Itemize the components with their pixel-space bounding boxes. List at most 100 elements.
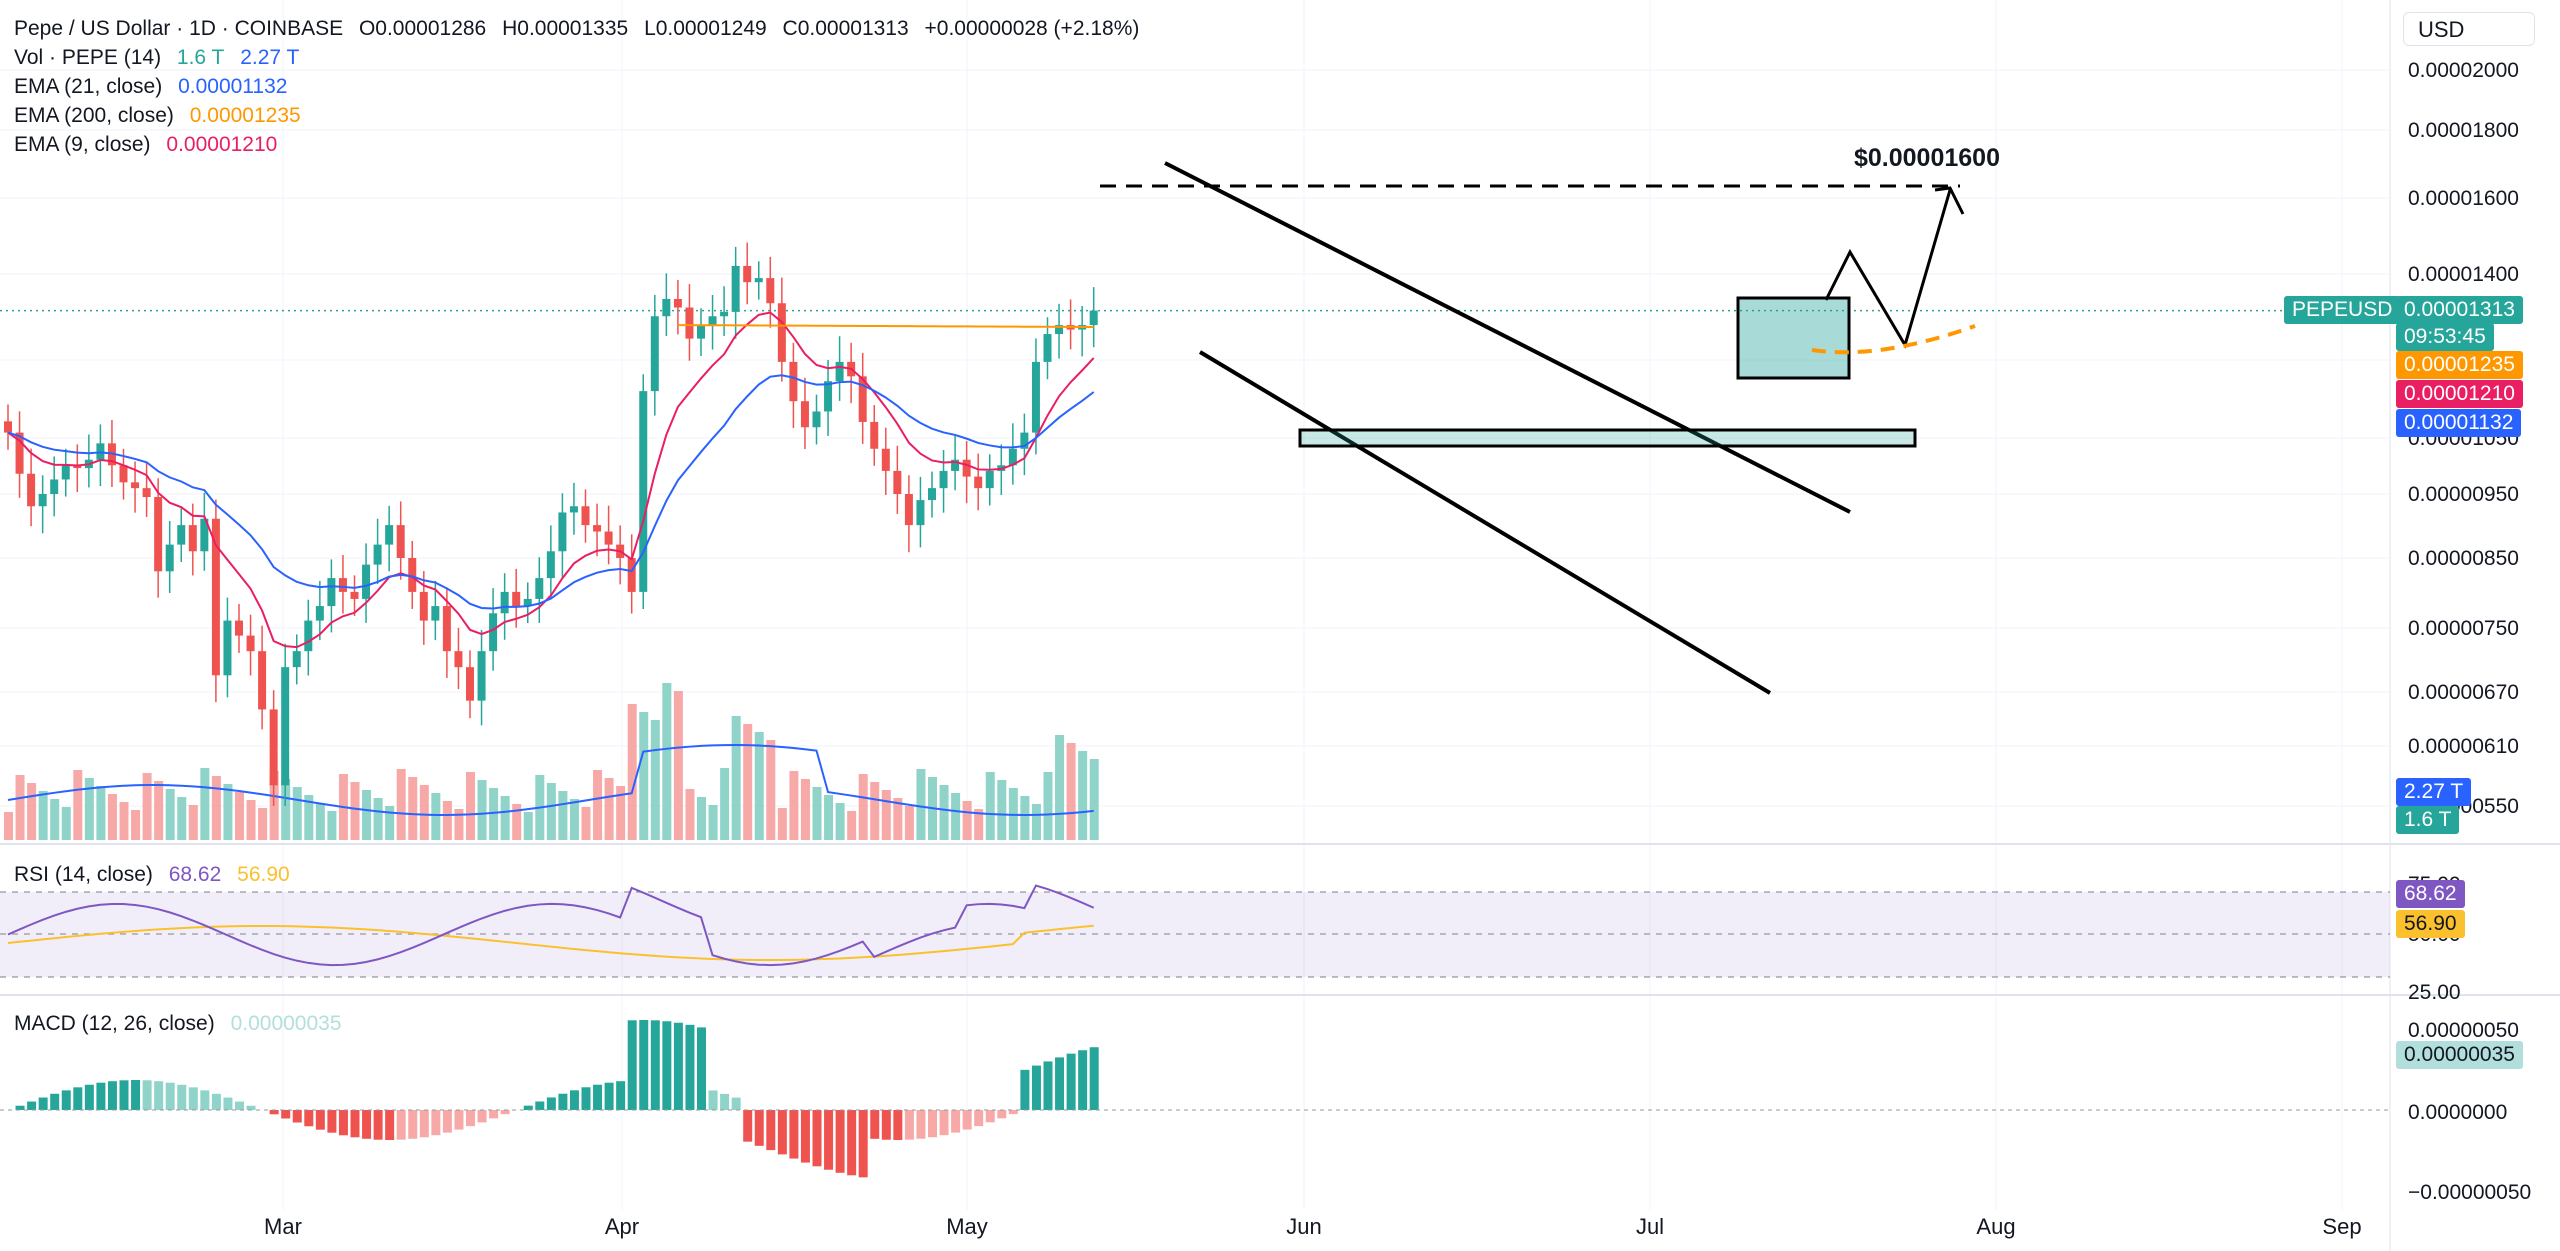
rsi-axis-label: 25.00 [2408,981,2461,1004]
volume-bar [997,780,1007,840]
candle-body [304,620,313,652]
macd-label: MACD (12, 26, close) [14,1012,215,1035]
volume-bar [916,769,926,840]
macd-histogram-bar [338,1110,348,1136]
candle-body [904,494,913,526]
ema21-label: EMA (21, close) [14,75,163,98]
volume-bar [154,781,164,840]
macd-legend[interactable]: MACD (12, 26, close) 0.00000035 [14,1009,352,1038]
volume-bar [904,806,914,840]
ema9-legend[interactable]: EMA (9, close) 0.00001210 [14,130,287,159]
macd-histogram-bar [558,1093,568,1110]
candle-body [512,591,521,607]
candle-body [673,298,682,308]
ema200-legend[interactable]: EMA (200, close) 0.00001235 [14,101,311,130]
macd-histogram-bar [546,1097,556,1110]
volume-bar [893,798,903,840]
volume-bar [662,683,672,840]
price-axis-label: 0.00000850 [2408,547,2519,570]
symbol-tag: PEPEUSD [2284,296,2401,324]
candle-body [362,564,371,599]
candle-body [15,432,24,474]
macd-histogram-bar [985,1110,995,1123]
macd-histogram-bar [200,1090,210,1110]
time-axis-label: May [946,1214,988,1239]
candle-body [789,361,798,402]
macd-histogram-bar [223,1097,233,1110]
macd-histogram-bar [188,1087,198,1110]
candle-body [581,506,590,526]
macd-histogram-bar [777,1110,787,1155]
rsi-legend[interactable]: RSI (14, close) 68.62 56.90 [14,860,300,889]
macd-histogram-bar [720,1093,730,1110]
macd-histogram-bar [131,1080,141,1110]
volume-bar [581,807,591,840]
candle-body [4,421,12,433]
macd-histogram-bar [50,1093,60,1110]
macd-histogram-bar [419,1110,429,1138]
candle-body [569,506,578,513]
rsi-pane [0,884,2390,978]
currency-button[interactable]: USD [2403,12,2535,46]
macd-histogram-bar [235,1101,244,1110]
candle-body [466,667,474,701]
macd-tag: 0.00000035 [2396,1041,2523,1069]
rsi-value: 68.62 [168,863,222,886]
price-axis-label: 0.00000750 [2408,617,2519,640]
volume-bar [720,768,730,840]
volume-bar [546,783,556,840]
candle-body [812,411,821,428]
candle-body [985,470,994,489]
candle-body [315,606,324,621]
macd-histogram-bar [1078,1050,1088,1110]
macd-histogram-bar [373,1110,383,1140]
macd-histogram-bar [673,1022,683,1110]
macd-histogram-bar [15,1105,25,1110]
volume-bar [604,778,614,840]
candle-body [165,544,174,572]
macd-histogram-bar [939,1110,949,1136]
volume-bar [708,805,718,840]
ema21-legend[interactable]: EMA (21, close) 0.00001132 [14,72,297,101]
volume-bar [84,778,94,840]
volume-bar [408,777,418,840]
price-axis-label: 0.00000670 [2408,681,2519,704]
volume-bar [835,803,845,840]
macd-histogram-bar [177,1084,187,1110]
macd-histogram-bar [893,1110,903,1140]
volume-legend[interactable]: Vol · PEPE (14) 1.6 T 2.27 T [14,43,309,72]
candle-body [974,476,983,489]
ema21-tag: 0.00001132 [2396,409,2522,437]
volume-bar [281,779,291,840]
volume-bar [442,801,452,840]
annotations [1100,161,1976,695]
volume-bar [523,812,533,840]
ohlc-high: H0.00001335 [502,17,629,40]
macd-histogram-bar [246,1105,256,1110]
volume-bar [385,806,395,840]
candle-body [119,465,128,483]
macd-histogram-bar [466,1110,475,1127]
symbol-title[interactable]: Pepe / US Dollar · 1D · COINBASE [14,17,344,40]
candle-body [1031,361,1040,433]
volume-bar [362,790,372,840]
macd-histogram-bar [431,1110,441,1136]
macd-histogram-bar [61,1090,71,1110]
candle-body [523,598,532,607]
consolidation-box [1736,296,1851,380]
axes: 0.00002000 0.00001800 0.00001600 0.00001400… [264,59,2531,1239]
macd-histogram-bar [569,1090,579,1110]
volume-bar [38,791,48,840]
volume-bar [593,770,603,840]
vol-ma-value: 2.27 T [240,46,300,69]
candle-body [142,488,151,498]
volume-bar [731,716,741,840]
macd-histogram-bar [385,1110,395,1140]
macd-histogram-bar [211,1093,221,1110]
candle-body [650,316,659,392]
volume-bar [685,789,695,840]
volume-bar [512,804,522,840]
rsi-line [7,884,1095,967]
